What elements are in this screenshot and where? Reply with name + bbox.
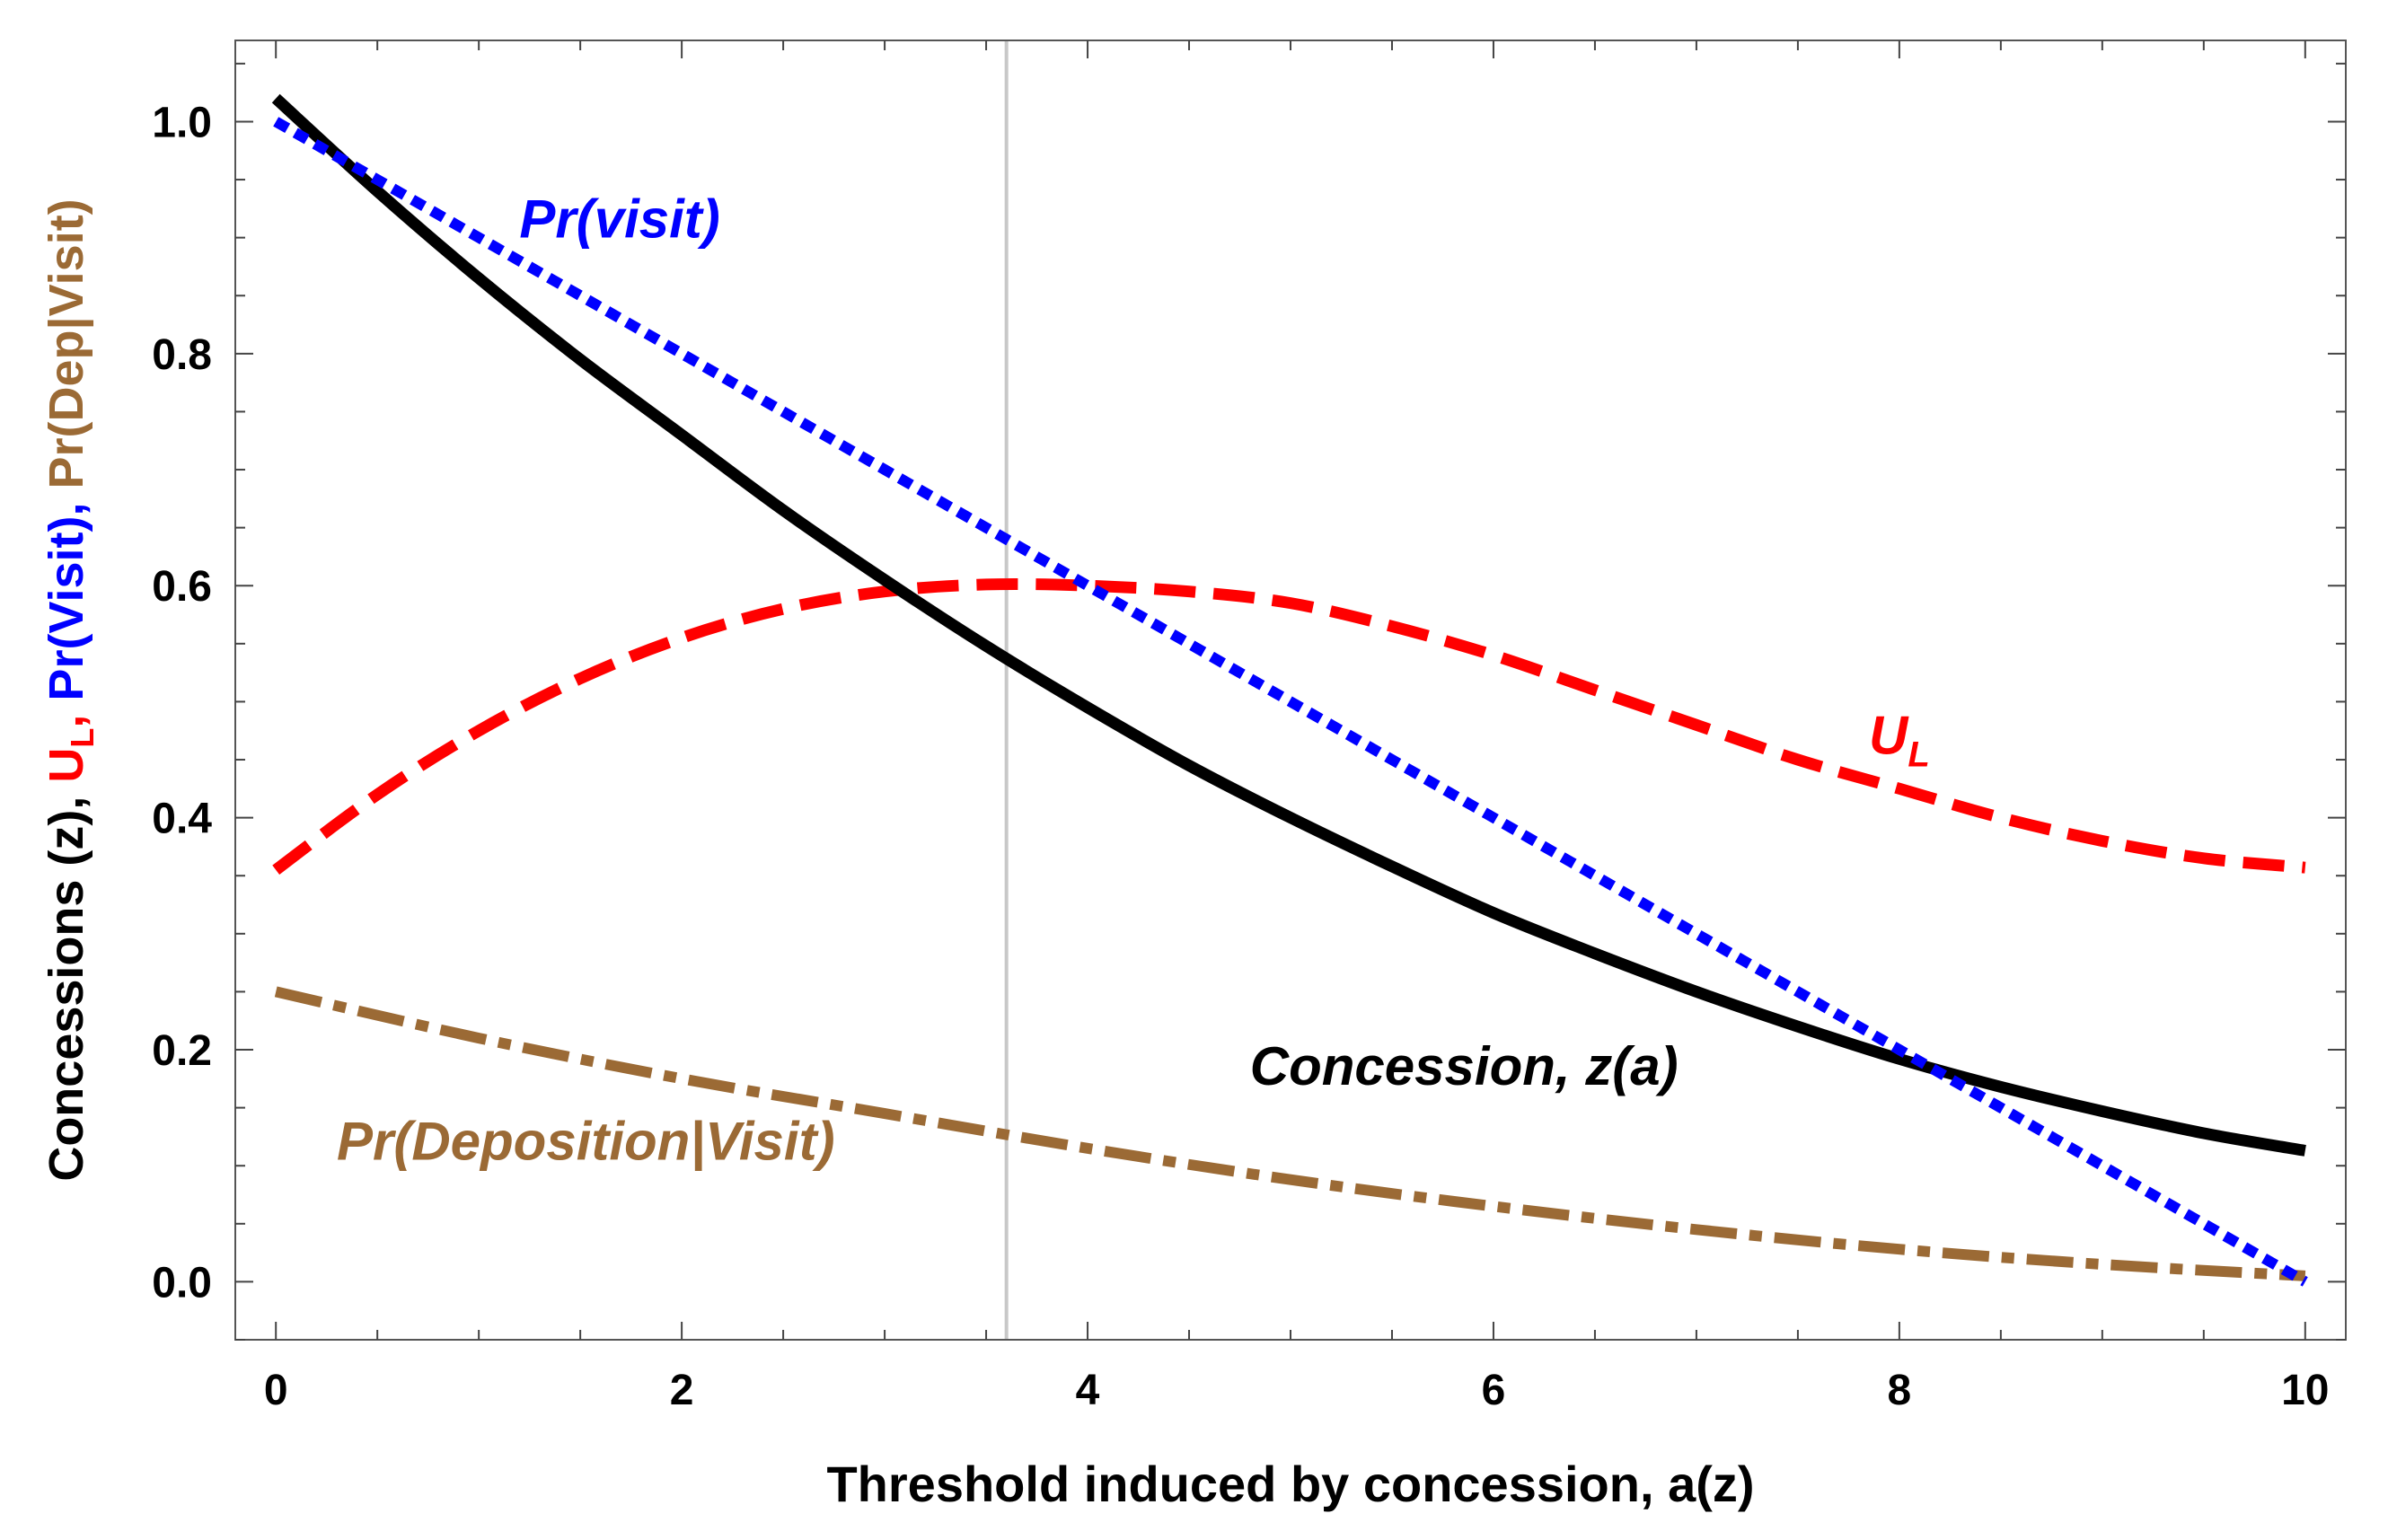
axis-label-layer: 0 2 4 6 8 10 0.0 0.2 0.4 0.6 0.8 1.0 Threshold induc… — [40, 99, 2330, 1512]
series-line-pr-deposition-visit — [274, 986, 2306, 1281]
x-tick-label: 6 — [1482, 1367, 1506, 1414]
y-axis-label-part: U — [40, 748, 93, 783]
annotation-dep: Pr(Deposition|Visit) — [337, 1112, 835, 1172]
y-axis-label-part: Pr(Dep|Visit) — [40, 198, 94, 488]
x-tick-label: 0 — [264, 1367, 288, 1414]
y-axis-label-part: Concessions (z), — [40, 783, 93, 1182]
annotation-concession: Concession, z(a) — [1250, 1036, 1679, 1096]
series-line-pr-visit — [273, 117, 2308, 1287]
series-layer — [271, 93, 2308, 1287]
x-tick-label: 10 — [2281, 1367, 2329, 1414]
y-tick-label: 0.2 — [152, 1027, 212, 1075]
x-axis-label: Threshold induced by concession, a(z) — [826, 1456, 1754, 1512]
y-axis-label-part: Pr(Visit), — [40, 489, 93, 701]
y-axis-label: Concessions (z), UL, Pr(Visit), Pr(Dep|V… — [40, 198, 101, 1181]
y-axis-label-part: , — [40, 701, 93, 728]
series-line-concession-z-a — [271, 93, 2306, 1157]
annotation-ul: UL — [1869, 706, 1930, 775]
x-tick-label: 4 — [1076, 1367, 1100, 1414]
y-tick-label: 0.4 — [152, 796, 212, 843]
series-line-u-l — [272, 577, 2306, 876]
annotation-visit: Pr(visit) — [519, 189, 719, 250]
annotation-layer: Pr(visit) UL Concession, z(a) Pr(Deposition… — [337, 189, 1930, 1172]
y-tick-label: 0.0 — [152, 1259, 212, 1307]
x-tick-label: 2 — [670, 1367, 694, 1414]
y-tick-label: 1.0 — [152, 99, 212, 146]
y-tick-label: 0.8 — [152, 331, 212, 379]
y-axis-label-part: L — [64, 728, 101, 748]
tick-layer — [235, 40, 2346, 1341]
x-tick-label: 8 — [1888, 1367, 1912, 1414]
y-tick-label: 0.6 — [152, 563, 212, 611]
